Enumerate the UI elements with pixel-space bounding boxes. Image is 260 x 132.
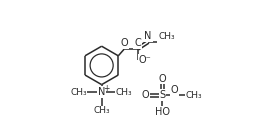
- Text: CH₃: CH₃: [70, 88, 87, 97]
- Text: O⁻: O⁻: [139, 55, 152, 65]
- Text: C: C: [134, 38, 141, 48]
- Text: O: O: [159, 74, 166, 84]
- Text: CH₃: CH₃: [185, 91, 202, 100]
- Text: O: O: [170, 85, 178, 95]
- Text: O: O: [142, 90, 149, 100]
- Text: +: +: [103, 84, 109, 93]
- Text: CH₃: CH₃: [158, 32, 175, 41]
- Text: N: N: [98, 87, 105, 97]
- Text: N: N: [145, 31, 152, 41]
- Text: S: S: [159, 90, 165, 100]
- Text: O: O: [121, 38, 128, 48]
- Text: CH₃: CH₃: [93, 106, 110, 115]
- Text: HO: HO: [155, 107, 170, 117]
- Text: CH₃: CH₃: [116, 88, 133, 97]
